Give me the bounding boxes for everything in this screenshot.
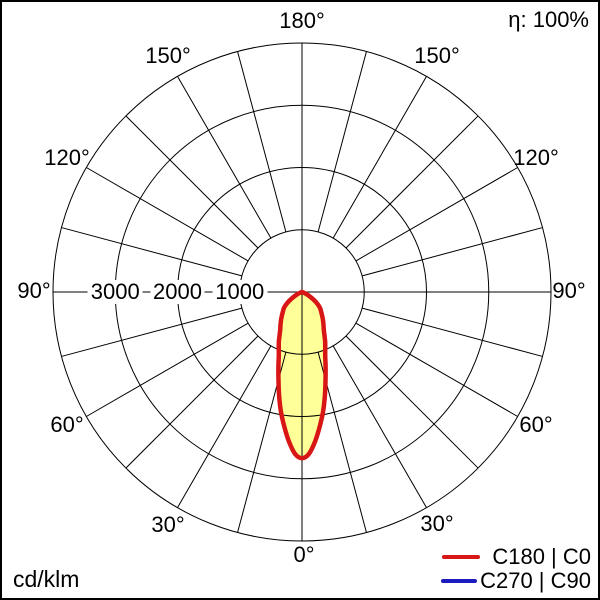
red-curve-swatch-icon: [442, 554, 481, 559]
grid-radial-line: [355, 167, 518, 262]
grid-radial-line: [177, 345, 272, 508]
legend-label-c180-c0: C180 | C0: [492, 543, 591, 569]
grid-radial-line: [177, 76, 272, 239]
grid-radial-line: [345, 115, 479, 249]
grid-radial-line: [237, 51, 287, 232]
grid-radial-line: [61, 307, 242, 357]
grid-radial-line: [86, 322, 249, 417]
grid-radial-line: [332, 76, 427, 239]
grid-radial-line: [61, 227, 242, 277]
radial-tick-label-2000: 2000: [150, 280, 205, 304]
grid-radial-line: [355, 322, 518, 417]
grid-radial-line: [317, 51, 367, 232]
grid-radial-line: [332, 345, 427, 508]
efficiency-label: η: 100%: [508, 7, 589, 32]
angle-label-150: 150°: [414, 43, 460, 68]
angle-label-120: 120°: [513, 145, 559, 170]
grid-radial-line: [362, 307, 543, 357]
grid-radial-line: [345, 335, 479, 469]
polar-grid: [52, 42, 552, 542]
grid-radial-line: [125, 115, 259, 249]
unit-label: cd/klm: [13, 566, 80, 592]
angle-label-150: 150°: [145, 43, 191, 68]
grid-radial-line: [125, 335, 259, 469]
angle-label-60: 60°: [50, 412, 84, 437]
angle-label-60: 60°: [519, 412, 553, 437]
radial-tick-label-1000: 1000: [212, 280, 268, 304]
angle-label-0: 0°: [293, 542, 315, 567]
grid-radial-line: [362, 227, 543, 277]
angle-label-90: 90°: [552, 278, 586, 303]
legend-item-c270-c90: C270 | C90: [441, 567, 591, 593]
angle-label-30: 30°: [151, 512, 185, 537]
radial-tick-label-3000: 3000: [87, 280, 143, 304]
curve-c180-c0: [276, 289, 328, 461]
legend-item-c180-c0: C180 | C0: [442, 543, 591, 569]
angle-label-180: 180°: [279, 8, 325, 33]
legend: C180 | C0 C270 | C90: [441, 543, 591, 593]
angle-label-120: 120°: [44, 145, 90, 170]
grid-radial-line: [86, 167, 249, 262]
angle-label-30: 30°: [420, 511, 454, 536]
angle-label-90: 90°: [17, 278, 51, 303]
legend-label-c270-c90: C270 | C90: [480, 567, 591, 593]
blue-curve-swatch-icon: [441, 578, 478, 583]
